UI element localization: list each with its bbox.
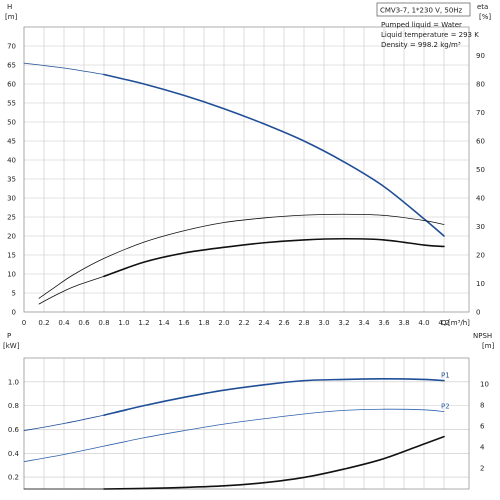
q-axis-unit: [m³/h] — [448, 319, 470, 327]
x-tick-label: 3.8 — [398, 319, 409, 327]
p-axis-label: P — [7, 332, 11, 340]
npsh-tick-label: 10 — [480, 381, 489, 389]
x-tick-label: 0.2 — [38, 319, 49, 327]
bottom-panel-ticks: 0.2 0.4 0.6 0.8 1.0 2 4 6 8 10 — [8, 378, 489, 481]
eta-tick-label: 30 — [476, 223, 485, 231]
x-tick-label: 3.2 — [338, 319, 349, 327]
h-curve — [103, 73, 445, 237]
bottom-panel-grid — [23, 358, 469, 489]
p1-series-label: P1 — [441, 372, 450, 380]
p-tick-label: 0.8 — [8, 402, 19, 410]
p1_extension-curve — [23, 414, 105, 432]
x-tick-label: 1.2 — [138, 319, 149, 327]
x-tick-label: 1.0 — [118, 319, 129, 327]
eta-curve — [103, 237, 445, 278]
pump-model-box — [376, 2, 471, 17]
x-tick-label: 2.4 — [258, 319, 270, 327]
pumped-liquid-label: Pumped liquid = Water — [381, 21, 462, 29]
npsh-tick-label: 8 — [480, 402, 484, 410]
eta-tick-label: 80 — [476, 81, 485, 89]
x-tick-label: 4.2 — [438, 319, 449, 327]
top-panel-curves — [23, 62, 445, 305]
h-tick-label: 45 — [7, 138, 16, 146]
h-tick-label: 20 — [7, 233, 16, 241]
x-tick-label: 1.4 — [158, 319, 170, 327]
q-axis-label: Q — [441, 319, 447, 327]
eta-tick-label: 70 — [476, 109, 485, 117]
eta-tick-label: 60 — [476, 138, 485, 146]
eta-tick-label: 50 — [476, 166, 485, 174]
x-tick-label: 0 — [22, 319, 26, 327]
eta_extension-curve — [38, 275, 105, 305]
p-tick-label: 0.6 — [8, 426, 20, 434]
h_extension-curve — [23, 62, 105, 75]
eta-tick-label: 90 — [476, 52, 485, 60]
x-tick-label: 1.8 — [198, 319, 209, 327]
h-tick-label: 10 — [7, 271, 16, 279]
x-tick-label: 2.0 — [218, 319, 229, 327]
h-tick-label: 0 — [12, 309, 16, 317]
npsh-axis-label: NPSH — [473, 332, 492, 340]
h-tick-label: 70 — [7, 43, 16, 51]
top-panel-grid — [23, 27, 469, 313]
top-panel-ticks: 0 0.2 0.4 0.6 0.8 1.0 1.2 1.4 1.6 1.8 2.0 2.2 2.4 2.6… — [7, 43, 485, 328]
x-tick-label: 3.6 — [378, 319, 390, 327]
h-tick-label: 25 — [7, 214, 16, 222]
npsh-tick-label: 6 — [480, 423, 485, 431]
p-tick-label: 0.4 — [8, 450, 20, 458]
eta-tick-label: 0 — [476, 309, 480, 317]
h-tick-label: 5 — [12, 290, 16, 298]
x-tick-label: 0.8 — [98, 319, 109, 327]
eta-tick-label: 10 — [476, 280, 485, 288]
x-tick-label: 0.4 — [58, 319, 70, 327]
x-tick-label: 4.0 — [418, 319, 429, 327]
p1-curve — [103, 378, 445, 416]
liquid-temperature-label: Liquid temperature = 293 K — [381, 31, 479, 39]
npsh-axis-unit: [m] — [482, 342, 495, 350]
h-tick-label: 65 — [7, 62, 16, 70]
p-tick-label: 1.0 — [8, 378, 19, 386]
h-tick-label: 40 — [7, 157, 16, 165]
h-tick-label: 60 — [7, 81, 16, 89]
npsh-tick-label: 2 — [480, 465, 484, 473]
x-tick-label: 2.8 — [298, 319, 309, 327]
h-tick-label: 55 — [7, 100, 16, 108]
info-box: CMV3-7, 1*230 V, 50Hz Pumped liquid = Wa… — [376, 2, 479, 49]
h-tick-label: 35 — [7, 176, 16, 184]
eta-axis-label: eta — [477, 3, 488, 11]
density-label: Density = 998.2 kg/m³ — [381, 41, 461, 49]
pump-model-label: CMV3-7, 1*230 V, 50Hz — [380, 7, 463, 15]
x-tick-label: 1.6 — [178, 319, 190, 327]
h-tick-label: 15 — [7, 252, 16, 260]
npsh-tick-label: 4 — [480, 444, 485, 452]
bottom-panel-frame — [23, 357, 470, 490]
p2-series-label: P2 — [441, 403, 450, 411]
x-tick-label: 3.4 — [358, 319, 370, 327]
p-axis-unit: [kW] — [3, 342, 20, 350]
npsh-curve — [103, 435, 445, 490]
eta-tick-label: 40 — [476, 195, 485, 203]
x-tick-label: 2.6 — [278, 319, 290, 327]
h-axis-label: H — [7, 3, 12, 11]
eta-axis-unit: [%] — [479, 13, 491, 21]
h-tick-label: 30 — [7, 195, 16, 203]
x-tick-label: 2.2 — [238, 319, 249, 327]
eta-tick-label: 20 — [476, 252, 485, 260]
h-tick-label: 50 — [7, 119, 16, 127]
x-tick-label: 3.0 — [318, 319, 329, 327]
p-tick-label: 0.2 — [8, 474, 19, 482]
bottom-panel-curves: P1 P2 — [23, 372, 450, 490]
x-tick-label: 0.6 — [78, 319, 90, 327]
h-axis-unit: [m] — [5, 13, 18, 21]
p2-curve — [23, 408, 445, 463]
eta_upper-curve — [38, 213, 445, 299]
top-panel-frame — [23, 26, 470, 313]
